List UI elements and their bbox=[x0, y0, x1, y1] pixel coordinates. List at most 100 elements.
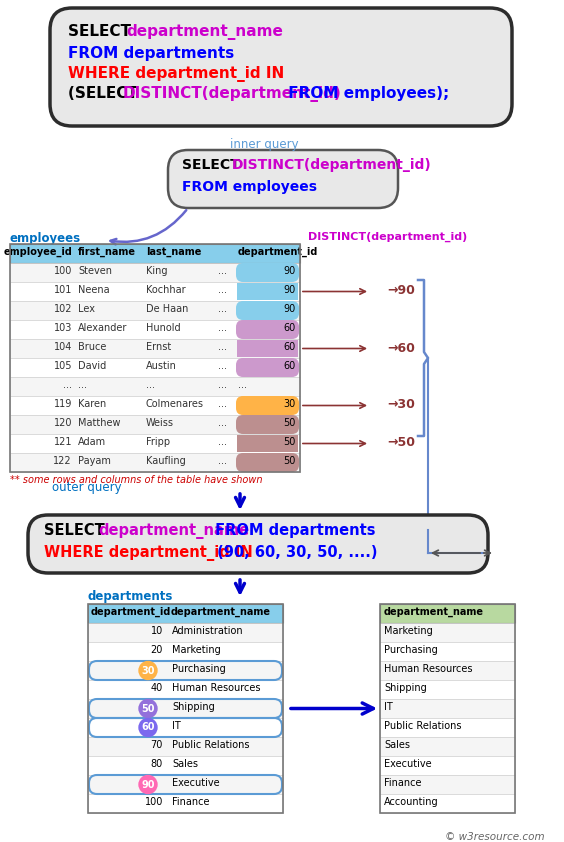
Text: Colmenares: Colmenares bbox=[146, 399, 204, 409]
Text: department_id: department_id bbox=[91, 607, 171, 617]
Text: Finance: Finance bbox=[172, 797, 209, 807]
Text: Fripp: Fripp bbox=[146, 437, 170, 447]
Text: ...: ... bbox=[218, 456, 227, 466]
Text: Executive: Executive bbox=[384, 759, 431, 769]
Text: 40: 40 bbox=[151, 683, 163, 693]
Text: 60: 60 bbox=[284, 342, 296, 352]
Text: 90: 90 bbox=[284, 304, 296, 314]
Text: (SELECT: (SELECT bbox=[68, 86, 143, 101]
Circle shape bbox=[139, 718, 157, 737]
Text: 119: 119 bbox=[54, 399, 72, 409]
Text: Finance: Finance bbox=[384, 778, 421, 788]
Text: FROM departments: FROM departments bbox=[68, 46, 234, 61]
Text: WHERE department_id IN: WHERE department_id IN bbox=[44, 545, 253, 561]
Text: 90: 90 bbox=[141, 780, 155, 790]
Text: ...: ... bbox=[218, 418, 227, 428]
FancyBboxPatch shape bbox=[10, 396, 300, 415]
FancyBboxPatch shape bbox=[236, 320, 299, 339]
Text: employee_id: employee_id bbox=[4, 247, 73, 258]
FancyBboxPatch shape bbox=[10, 453, 300, 472]
Text: Sales: Sales bbox=[384, 740, 410, 750]
Text: DISTINCT(department_id): DISTINCT(department_id) bbox=[308, 232, 467, 242]
Text: ...: ... bbox=[218, 266, 227, 276]
Text: department_name: department_name bbox=[171, 607, 271, 617]
Text: Human Resources: Human Resources bbox=[384, 664, 473, 674]
Text: 70: 70 bbox=[151, 740, 163, 750]
Text: IT: IT bbox=[384, 702, 393, 712]
FancyBboxPatch shape bbox=[380, 794, 515, 813]
Text: inner query: inner query bbox=[230, 138, 298, 151]
FancyBboxPatch shape bbox=[10, 434, 300, 453]
Text: outer query: outer query bbox=[52, 481, 122, 494]
Text: FROM employees: FROM employees bbox=[182, 180, 317, 194]
Text: Austin: Austin bbox=[146, 361, 177, 371]
FancyBboxPatch shape bbox=[380, 604, 515, 623]
FancyBboxPatch shape bbox=[10, 358, 300, 377]
Text: Matthew: Matthew bbox=[78, 418, 121, 428]
FancyBboxPatch shape bbox=[380, 756, 515, 775]
Text: 102: 102 bbox=[54, 304, 72, 314]
Text: DISTINCT(department_id): DISTINCT(department_id) bbox=[123, 86, 342, 102]
FancyBboxPatch shape bbox=[50, 8, 512, 126]
Text: 30: 30 bbox=[284, 399, 296, 409]
Text: departments: departments bbox=[88, 590, 173, 603]
Text: SELECT: SELECT bbox=[44, 523, 110, 538]
Text: 50: 50 bbox=[284, 437, 296, 447]
Text: ...: ... bbox=[218, 361, 227, 371]
Text: 120: 120 bbox=[54, 418, 72, 428]
FancyBboxPatch shape bbox=[10, 301, 300, 320]
Text: 50: 50 bbox=[284, 456, 296, 466]
FancyBboxPatch shape bbox=[88, 604, 283, 623]
Text: →30: →30 bbox=[387, 398, 415, 412]
FancyBboxPatch shape bbox=[237, 435, 298, 452]
Text: 60: 60 bbox=[141, 722, 155, 733]
Text: 101: 101 bbox=[54, 285, 72, 295]
Text: 30: 30 bbox=[141, 665, 155, 675]
Text: →90: →90 bbox=[387, 285, 415, 297]
FancyBboxPatch shape bbox=[380, 718, 515, 737]
Text: Neena: Neena bbox=[78, 285, 109, 295]
Text: 20: 20 bbox=[151, 645, 163, 655]
FancyBboxPatch shape bbox=[236, 415, 299, 434]
Text: Hunold: Hunold bbox=[146, 323, 180, 333]
Text: ...: ... bbox=[146, 380, 155, 390]
Text: De Haan: De Haan bbox=[146, 304, 188, 314]
Text: ...: ... bbox=[218, 285, 227, 295]
FancyBboxPatch shape bbox=[10, 263, 300, 282]
Text: FROM employees);: FROM employees); bbox=[283, 86, 450, 101]
Text: 100: 100 bbox=[144, 797, 163, 807]
Text: department_id: department_id bbox=[238, 247, 318, 258]
Text: ...: ... bbox=[218, 304, 227, 314]
Text: ...: ... bbox=[218, 380, 227, 390]
Text: →60: →60 bbox=[387, 342, 415, 354]
Text: (90, 60, 30, 50, ....): (90, 60, 30, 50, ....) bbox=[212, 545, 377, 560]
FancyBboxPatch shape bbox=[380, 661, 515, 680]
Text: 50: 50 bbox=[284, 418, 296, 428]
FancyBboxPatch shape bbox=[236, 453, 299, 472]
FancyBboxPatch shape bbox=[88, 642, 283, 661]
Text: Ernst: Ernst bbox=[146, 342, 171, 352]
FancyBboxPatch shape bbox=[236, 358, 299, 377]
Text: Kaufling: Kaufling bbox=[146, 456, 186, 466]
FancyBboxPatch shape bbox=[88, 699, 283, 718]
Text: Executive: Executive bbox=[172, 778, 219, 788]
Text: Bruce: Bruce bbox=[78, 342, 107, 352]
Circle shape bbox=[139, 700, 157, 717]
FancyBboxPatch shape bbox=[88, 623, 283, 642]
Text: FROM departments: FROM departments bbox=[210, 523, 376, 538]
Text: © w3resource.com: © w3resource.com bbox=[446, 832, 545, 842]
FancyBboxPatch shape bbox=[28, 515, 488, 573]
FancyBboxPatch shape bbox=[10, 244, 300, 263]
Text: 100: 100 bbox=[54, 266, 72, 276]
FancyBboxPatch shape bbox=[236, 396, 299, 415]
Text: Payam: Payam bbox=[78, 456, 111, 466]
Text: employees: employees bbox=[10, 232, 81, 245]
Text: IT: IT bbox=[172, 721, 180, 731]
FancyBboxPatch shape bbox=[236, 301, 299, 320]
FancyBboxPatch shape bbox=[10, 377, 300, 396]
Text: David: David bbox=[78, 361, 106, 371]
Text: Marketing: Marketing bbox=[172, 645, 221, 655]
Text: Sales: Sales bbox=[172, 759, 198, 769]
FancyBboxPatch shape bbox=[88, 661, 283, 680]
FancyBboxPatch shape bbox=[236, 263, 299, 282]
